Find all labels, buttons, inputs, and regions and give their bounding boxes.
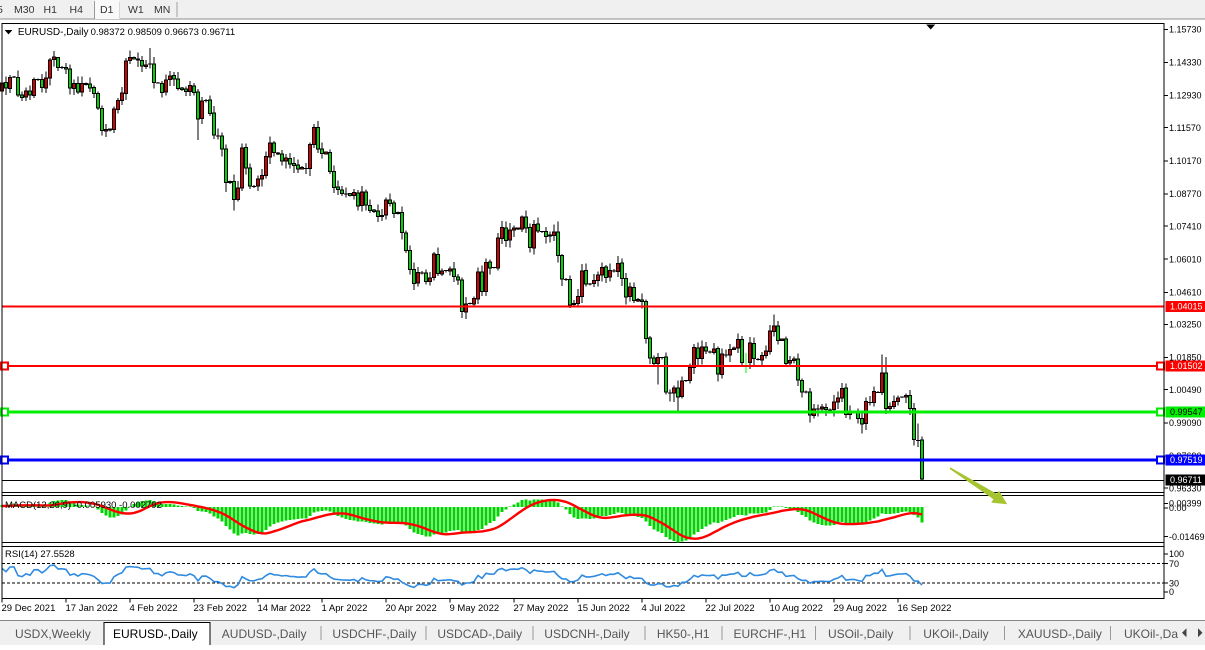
svg-text:1.10170: 1.10170 <box>1169 156 1202 166</box>
svg-text:-0.01469: -0.01469 <box>1169 532 1205 542</box>
svg-text:1.11570: 1.11570 <box>1169 123 1201 133</box>
svg-text:1.08770: 1.08770 <box>1169 189 1202 199</box>
svg-text:RSI(14) 27.5528: RSI(14) 27.5528 <box>5 549 75 560</box>
svg-text:1.06010: 1.06010 <box>1169 254 1202 264</box>
svg-text:EURCHF-,H1: EURCHF-,H1 <box>734 627 807 641</box>
svg-text:0.98372 0.98509 0.96673 0.9671: 0.98372 0.98509 0.96673 0.96711 <box>91 27 236 38</box>
svg-text:H1: H1 <box>44 4 58 16</box>
svg-text:10 Aug 2022: 10 Aug 2022 <box>770 603 823 614</box>
svg-text:AUDUSD-,Daily: AUDUSD-,Daily <box>222 627 307 641</box>
svg-text:HK50-,H1: HK50-,H1 <box>657 627 710 641</box>
svg-text:29 Aug 2022: 29 Aug 2022 <box>834 603 887 614</box>
svg-text:15 Jun 2022: 15 Jun 2022 <box>578 603 630 614</box>
svg-text:MACD(12,26,9) -0.005930 -0.002: MACD(12,26,9) -0.005930 -0.002792 <box>5 500 162 511</box>
svg-text:USDCNH-,Daily: USDCNH-,Daily <box>544 627 629 641</box>
svg-text:W1: W1 <box>128 4 144 16</box>
svg-text:1.00490: 1.00490 <box>1169 385 1202 395</box>
svg-text:4 Feb 2022: 4 Feb 2022 <box>130 603 178 614</box>
svg-text:20 Apr 2022: 20 Apr 2022 <box>386 603 437 614</box>
svg-text:1.14330: 1.14330 <box>1169 58 1202 68</box>
svg-text:4 Jul 2022: 4 Jul 2022 <box>642 603 686 614</box>
svg-text:5: 5 <box>0 4 3 16</box>
svg-text:100: 100 <box>1169 549 1184 559</box>
svg-text:1.01502: 1.01502 <box>1170 361 1203 371</box>
svg-text:0.00399: 0.00399 <box>1169 499 1202 509</box>
svg-text:9 May 2022: 9 May 2022 <box>450 603 500 614</box>
svg-text:70: 70 <box>1169 559 1179 569</box>
svg-text:22 Jul 2022: 22 Jul 2022 <box>706 603 755 614</box>
svg-text:23 Feb 2022: 23 Feb 2022 <box>194 603 247 614</box>
svg-text:USDCHF-,Daily: USDCHF-,Daily <box>332 627 416 641</box>
svg-text:14 Mar 2022: 14 Mar 2022 <box>258 603 311 614</box>
svg-text:1 Apr 2022: 1 Apr 2022 <box>322 603 368 614</box>
svg-text:1.04610: 1.04610 <box>1169 288 1202 298</box>
svg-text:EURUSD-,Daily: EURUSD-,Daily <box>113 627 198 641</box>
svg-text:0.97519: 0.97519 <box>1170 455 1203 465</box>
svg-text:M30: M30 <box>14 4 35 16</box>
svg-text:1.03250: 1.03250 <box>1169 320 1202 330</box>
svg-text:USDCAD-,Daily: USDCAD-,Daily <box>437 627 522 641</box>
svg-text:EURUSD-,Daily: EURUSD-,Daily <box>18 27 89 38</box>
svg-text:29 Dec 2021: 29 Dec 2021 <box>2 603 56 614</box>
svg-text:0.99090: 0.99090 <box>1169 418 1202 428</box>
svg-text:17 Jan 2022: 17 Jan 2022 <box>66 603 118 614</box>
svg-text:0.96711: 0.96711 <box>1170 475 1202 485</box>
svg-text:UKOil-,Daily: UKOil-,Daily <box>923 627 988 641</box>
svg-text:1.12930: 1.12930 <box>1169 91 1202 101</box>
svg-text:16 Sep 2022: 16 Sep 2022 <box>898 603 952 614</box>
svg-text:D1: D1 <box>100 4 114 16</box>
svg-text:0.99547: 0.99547 <box>1170 407 1203 417</box>
svg-text:1.04015: 1.04015 <box>1170 302 1203 312</box>
svg-text:27 May 2022: 27 May 2022 <box>514 603 569 614</box>
svg-text:XAUUSD-,Daily: XAUUSD-,Daily <box>1018 627 1102 641</box>
svg-text:1.15730: 1.15730 <box>1169 25 1202 35</box>
svg-text:UKOil-,Da: UKOil-,Da <box>1124 627 1178 641</box>
svg-text:MN: MN <box>154 4 170 16</box>
svg-text:H4: H4 <box>70 4 84 16</box>
svg-text:0: 0 <box>1169 587 1174 597</box>
svg-text:USDX,Weekly: USDX,Weekly <box>15 627 91 641</box>
svg-text:USOil-,Daily: USOil-,Daily <box>828 627 893 641</box>
svg-text:1.07410: 1.07410 <box>1169 221 1202 231</box>
